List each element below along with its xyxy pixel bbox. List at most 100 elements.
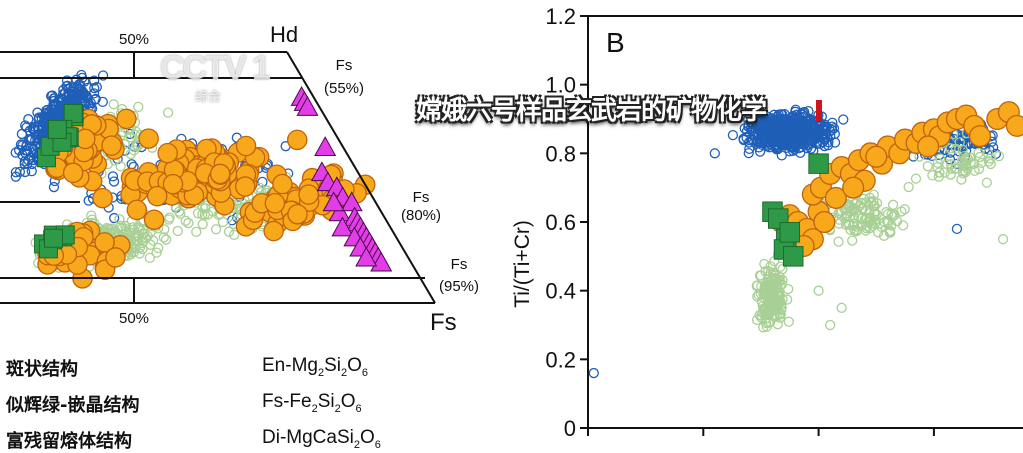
orange-circle-point xyxy=(162,173,184,195)
hd-fs-edge xyxy=(286,51,436,304)
blue-open-circle-point xyxy=(727,129,739,141)
light-green-open-circle-point xyxy=(115,220,127,232)
light-green-open-circle-point xyxy=(775,261,786,272)
orange-circle-point xyxy=(272,173,293,195)
blue-open-circle-point xyxy=(27,124,39,135)
light-green-open-circle-point xyxy=(847,235,858,246)
blue-open-circle-point xyxy=(24,135,36,146)
blue-open-circle-point xyxy=(747,118,758,130)
blue-open-circle-point xyxy=(48,181,60,193)
light-green-open-circle-point xyxy=(976,157,987,169)
subscript: 2 xyxy=(317,366,325,379)
light-green-open-circle-point xyxy=(114,214,125,225)
subscript: 6 xyxy=(355,402,362,415)
blue-open-circle-point xyxy=(807,136,818,147)
light-green-open-circle-point xyxy=(783,283,794,295)
light-green-open-circle-point xyxy=(199,209,211,220)
blue-open-circle-point xyxy=(107,171,119,182)
light-green-open-circle-point xyxy=(927,170,938,181)
light-green-open-circle-point xyxy=(773,296,784,307)
light-green-open-circle-point xyxy=(956,174,967,185)
plot-b-marks xyxy=(588,101,1023,379)
formula-di: Di-MgCaSi2O6 xyxy=(262,427,381,451)
light-green-open-circle-point xyxy=(824,319,836,331)
blue-open-circle-point xyxy=(78,89,90,100)
blue-open-circle-point xyxy=(787,110,799,122)
subscript: 2 xyxy=(341,366,348,379)
light-green-open-circle-point xyxy=(151,247,162,258)
orange-circle-point xyxy=(813,210,836,234)
orange-circle-point xyxy=(105,247,126,268)
light-green-open-circle-point xyxy=(878,230,890,241)
y-tick-label: 0.6 xyxy=(545,210,576,235)
blue-open-circle-point xyxy=(588,367,599,379)
orange-circle-point xyxy=(235,135,257,157)
blue-open-circle-point xyxy=(814,138,826,150)
blue-open-circle-point xyxy=(802,142,813,154)
texture-label-subophitic: 似辉绿-嵌晶结构 xyxy=(6,395,140,416)
magenta-triangle-point xyxy=(328,201,351,222)
blue-open-circle-point xyxy=(794,110,805,122)
blue-open-circle-point xyxy=(826,121,838,132)
green-square-point xyxy=(44,228,64,248)
light-green-open-circle-point xyxy=(160,234,172,245)
light-green-open-circle-point xyxy=(223,226,235,237)
light-green-open-circle-point xyxy=(910,173,922,184)
blue-open-circle-point xyxy=(822,131,833,143)
blue-open-circle-point xyxy=(795,132,806,143)
orange-circle-point xyxy=(92,187,113,209)
blue-open-circle-point xyxy=(738,134,749,146)
y-tick-label: 1.2 xyxy=(545,4,576,29)
light-green-open-circle-point xyxy=(753,289,764,301)
light-green-open-circle-point xyxy=(886,220,897,231)
light-green-open-circle-point xyxy=(833,236,844,247)
light-green-open-circle-point xyxy=(889,209,900,220)
blue-open-circle-point xyxy=(108,176,120,187)
light-green-open-circle-point xyxy=(922,161,933,172)
blue-open-circle-point xyxy=(743,119,754,130)
light-green-open-circle-point xyxy=(983,156,994,167)
light-green-open-circle-point xyxy=(869,201,880,212)
light-green-open-circle-point xyxy=(932,162,943,173)
blue-open-circle-point xyxy=(709,148,720,159)
fs80-pct: (80%) xyxy=(401,207,441,224)
texture-label-porphyritic: 斑状结构 xyxy=(6,359,78,380)
orange-circle-point xyxy=(917,135,940,158)
y-axis-label: Ti/(Ti+Cr) xyxy=(511,220,534,308)
orange-circle-point xyxy=(287,203,308,225)
y-tick-label: 1.0 xyxy=(545,73,576,98)
panel-b-label: B xyxy=(606,27,625,58)
blue-open-circle-point xyxy=(838,114,849,125)
blue-open-circle-point xyxy=(44,106,55,117)
blue-open-circle-point xyxy=(792,118,803,129)
blue-open-circle-point xyxy=(774,121,785,132)
magenta-triangle-point xyxy=(296,95,319,116)
light-green-open-circle-point xyxy=(133,101,144,113)
light-green-open-circle-point xyxy=(217,216,229,228)
light-green-open-circle-point xyxy=(774,309,785,320)
light-green-open-circle-point xyxy=(125,148,136,160)
light-green-open-circle-point xyxy=(997,234,1009,245)
light-green-open-circle-point xyxy=(130,243,141,254)
blue-open-circle-point xyxy=(10,147,21,158)
orange-circle-point xyxy=(209,163,231,185)
light-green-open-circle-point xyxy=(884,227,896,238)
orange-circle-point xyxy=(865,145,888,168)
orange-circle-point xyxy=(138,128,159,149)
blue-open-circle-point xyxy=(761,111,773,122)
blue-open-circle-point xyxy=(257,176,268,188)
ternary-plot-marks xyxy=(10,69,393,289)
formula-fs: Fs-Fe2Si2O6 xyxy=(262,391,362,415)
light-green-open-circle-point xyxy=(851,226,862,237)
light-green-open-circle-point xyxy=(844,200,855,211)
light-green-open-circle-point xyxy=(115,161,126,172)
blue-open-circle-point xyxy=(13,145,25,156)
blue-open-circle-point xyxy=(61,75,73,86)
light-green-open-circle-point xyxy=(164,212,175,223)
bottom-50-label: 50% xyxy=(119,310,149,327)
light-green-open-circle-point xyxy=(897,220,909,231)
blue-open-circle-point xyxy=(795,147,806,158)
light-green-open-circle-point xyxy=(777,264,788,275)
blue-open-circle-point xyxy=(23,114,34,125)
magenta-triangle-point xyxy=(322,191,345,212)
